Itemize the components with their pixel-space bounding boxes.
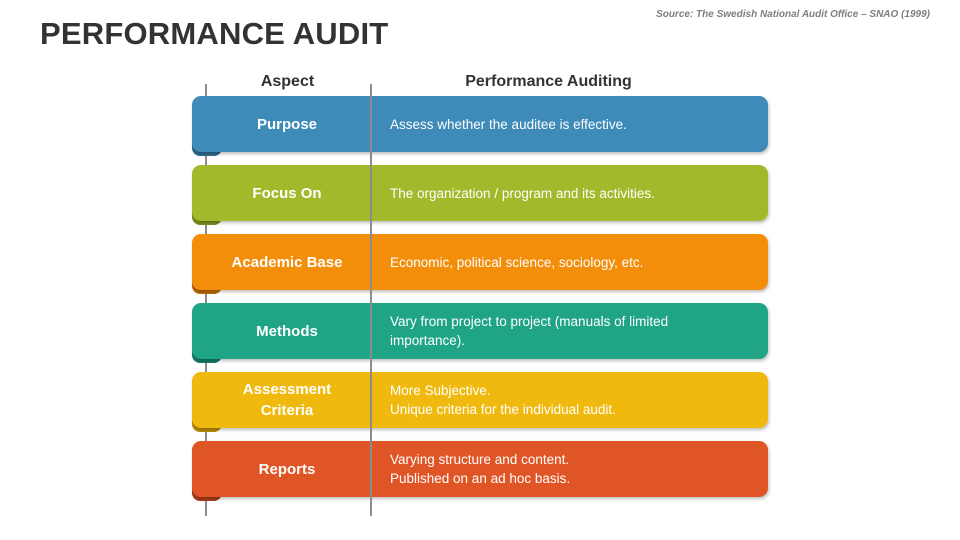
column-header-aspect: Aspect (260, 73, 315, 90)
row-aspect-label: Focus On (252, 184, 322, 202)
table-row: Methods Vary from project to project (ma… (192, 303, 768, 363)
row-aspect-label: Methods (256, 322, 318, 340)
source-citation: Source: The Swedish National Audit Offic… (656, 9, 930, 20)
row-aspect-label: Reports (258, 460, 316, 478)
row-bar (192, 441, 768, 497)
row-description: The organization / program and its activ… (390, 185, 655, 201)
row-bar (192, 303, 768, 359)
middle-divider-line (370, 84, 372, 516)
column-header-performance-auditing: Performance Auditing (465, 73, 632, 90)
left-divider-line (205, 84, 207, 516)
page-title: PERFORMANCE AUDIT (40, 16, 389, 51)
row-aspect-label: Academic Base (231, 253, 343, 271)
table-row: Purpose Assess whether the auditee is ef… (192, 96, 768, 156)
row-bar (192, 372, 768, 428)
table-row: Academic Base Economic, political scienc… (192, 234, 768, 294)
table-row: Reports Varying structure and content. P… (192, 441, 768, 501)
row-bar (192, 234, 768, 290)
table-row: Assessment Criteria More Subjective. Uni… (192, 372, 768, 432)
row-description: Assess whether the auditee is effective. (390, 116, 627, 132)
row-description: Economic, political science, sociology, … (390, 254, 644, 270)
row-description: More Subjective. Unique criteria for the… (390, 383, 616, 417)
row-aspect-label: Assessment Criteria (242, 381, 332, 419)
row-bar (192, 165, 768, 221)
row-bar (192, 96, 768, 152)
row-description: Varying structure and content. Published… (390, 452, 571, 486)
row-description: Vary from project to project (manuals of… (390, 314, 669, 348)
table-row: Focus On The organization / program and … (192, 165, 768, 225)
row-aspect-label: Purpose (256, 115, 317, 133)
